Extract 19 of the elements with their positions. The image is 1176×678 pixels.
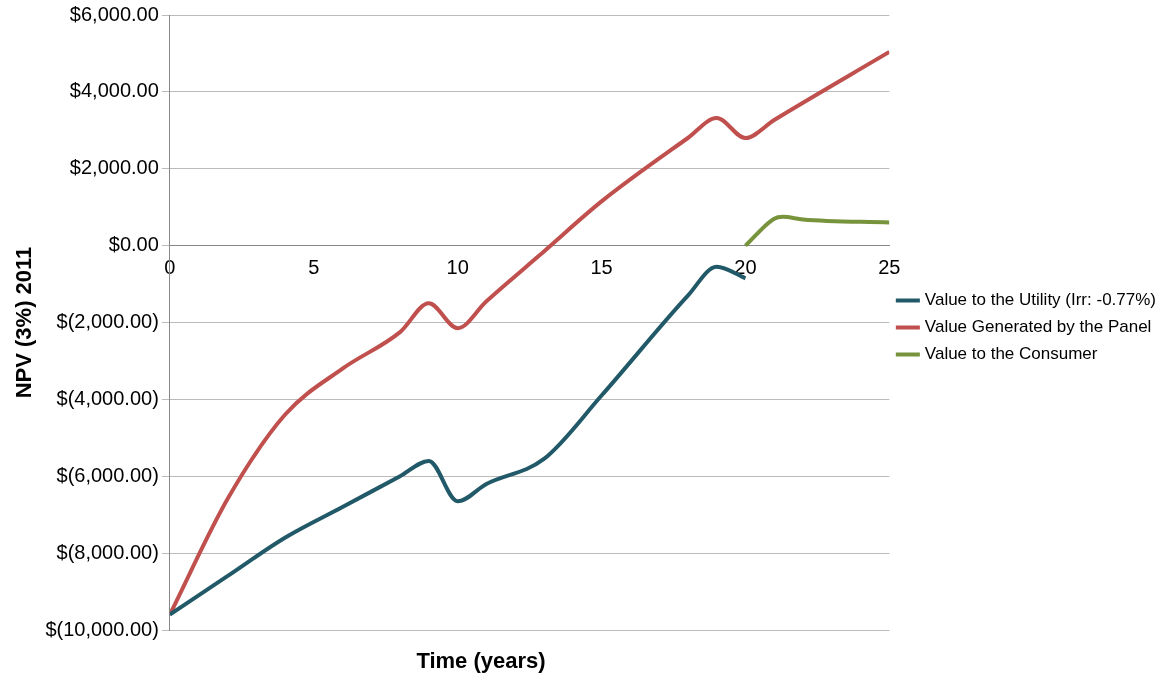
y-tick-label: $(2,000.00) [56, 310, 159, 333]
x-tick-label: 10 [446, 256, 469, 279]
y-tick-label: $6,000.00 [69, 2, 159, 25]
x-tick-label: 15 [590, 256, 613, 279]
y-tick-label: $4,000.00 [69, 79, 159, 102]
line-series [743, 214, 890, 248]
x-tick-label: 5 [308, 256, 320, 279]
y-tick-label: $(10,000.00) [45, 617, 159, 640]
y-axis-title: NPV (3%) 2011 [11, 246, 37, 399]
x-tick-label: 25 [878, 256, 901, 279]
y-tick-label: $(6,000.00) [56, 463, 159, 486]
y-tick-label: $(4,000.00) [56, 386, 159, 409]
x-axis-title: Time (years) [415, 648, 547, 674]
y-tick-label: $(8,000.00) [56, 540, 159, 563]
legend-label: Value to the Utility (Irr: -0.77%) [924, 290, 1156, 310]
y-tick-label: $0.00 [108, 233, 159, 256]
legend-label: Value to the Consumer [924, 344, 1098, 364]
legend-label: Value Generated by the Panel [924, 317, 1152, 337]
y-tick-label: $2,000.00 [69, 156, 159, 179]
